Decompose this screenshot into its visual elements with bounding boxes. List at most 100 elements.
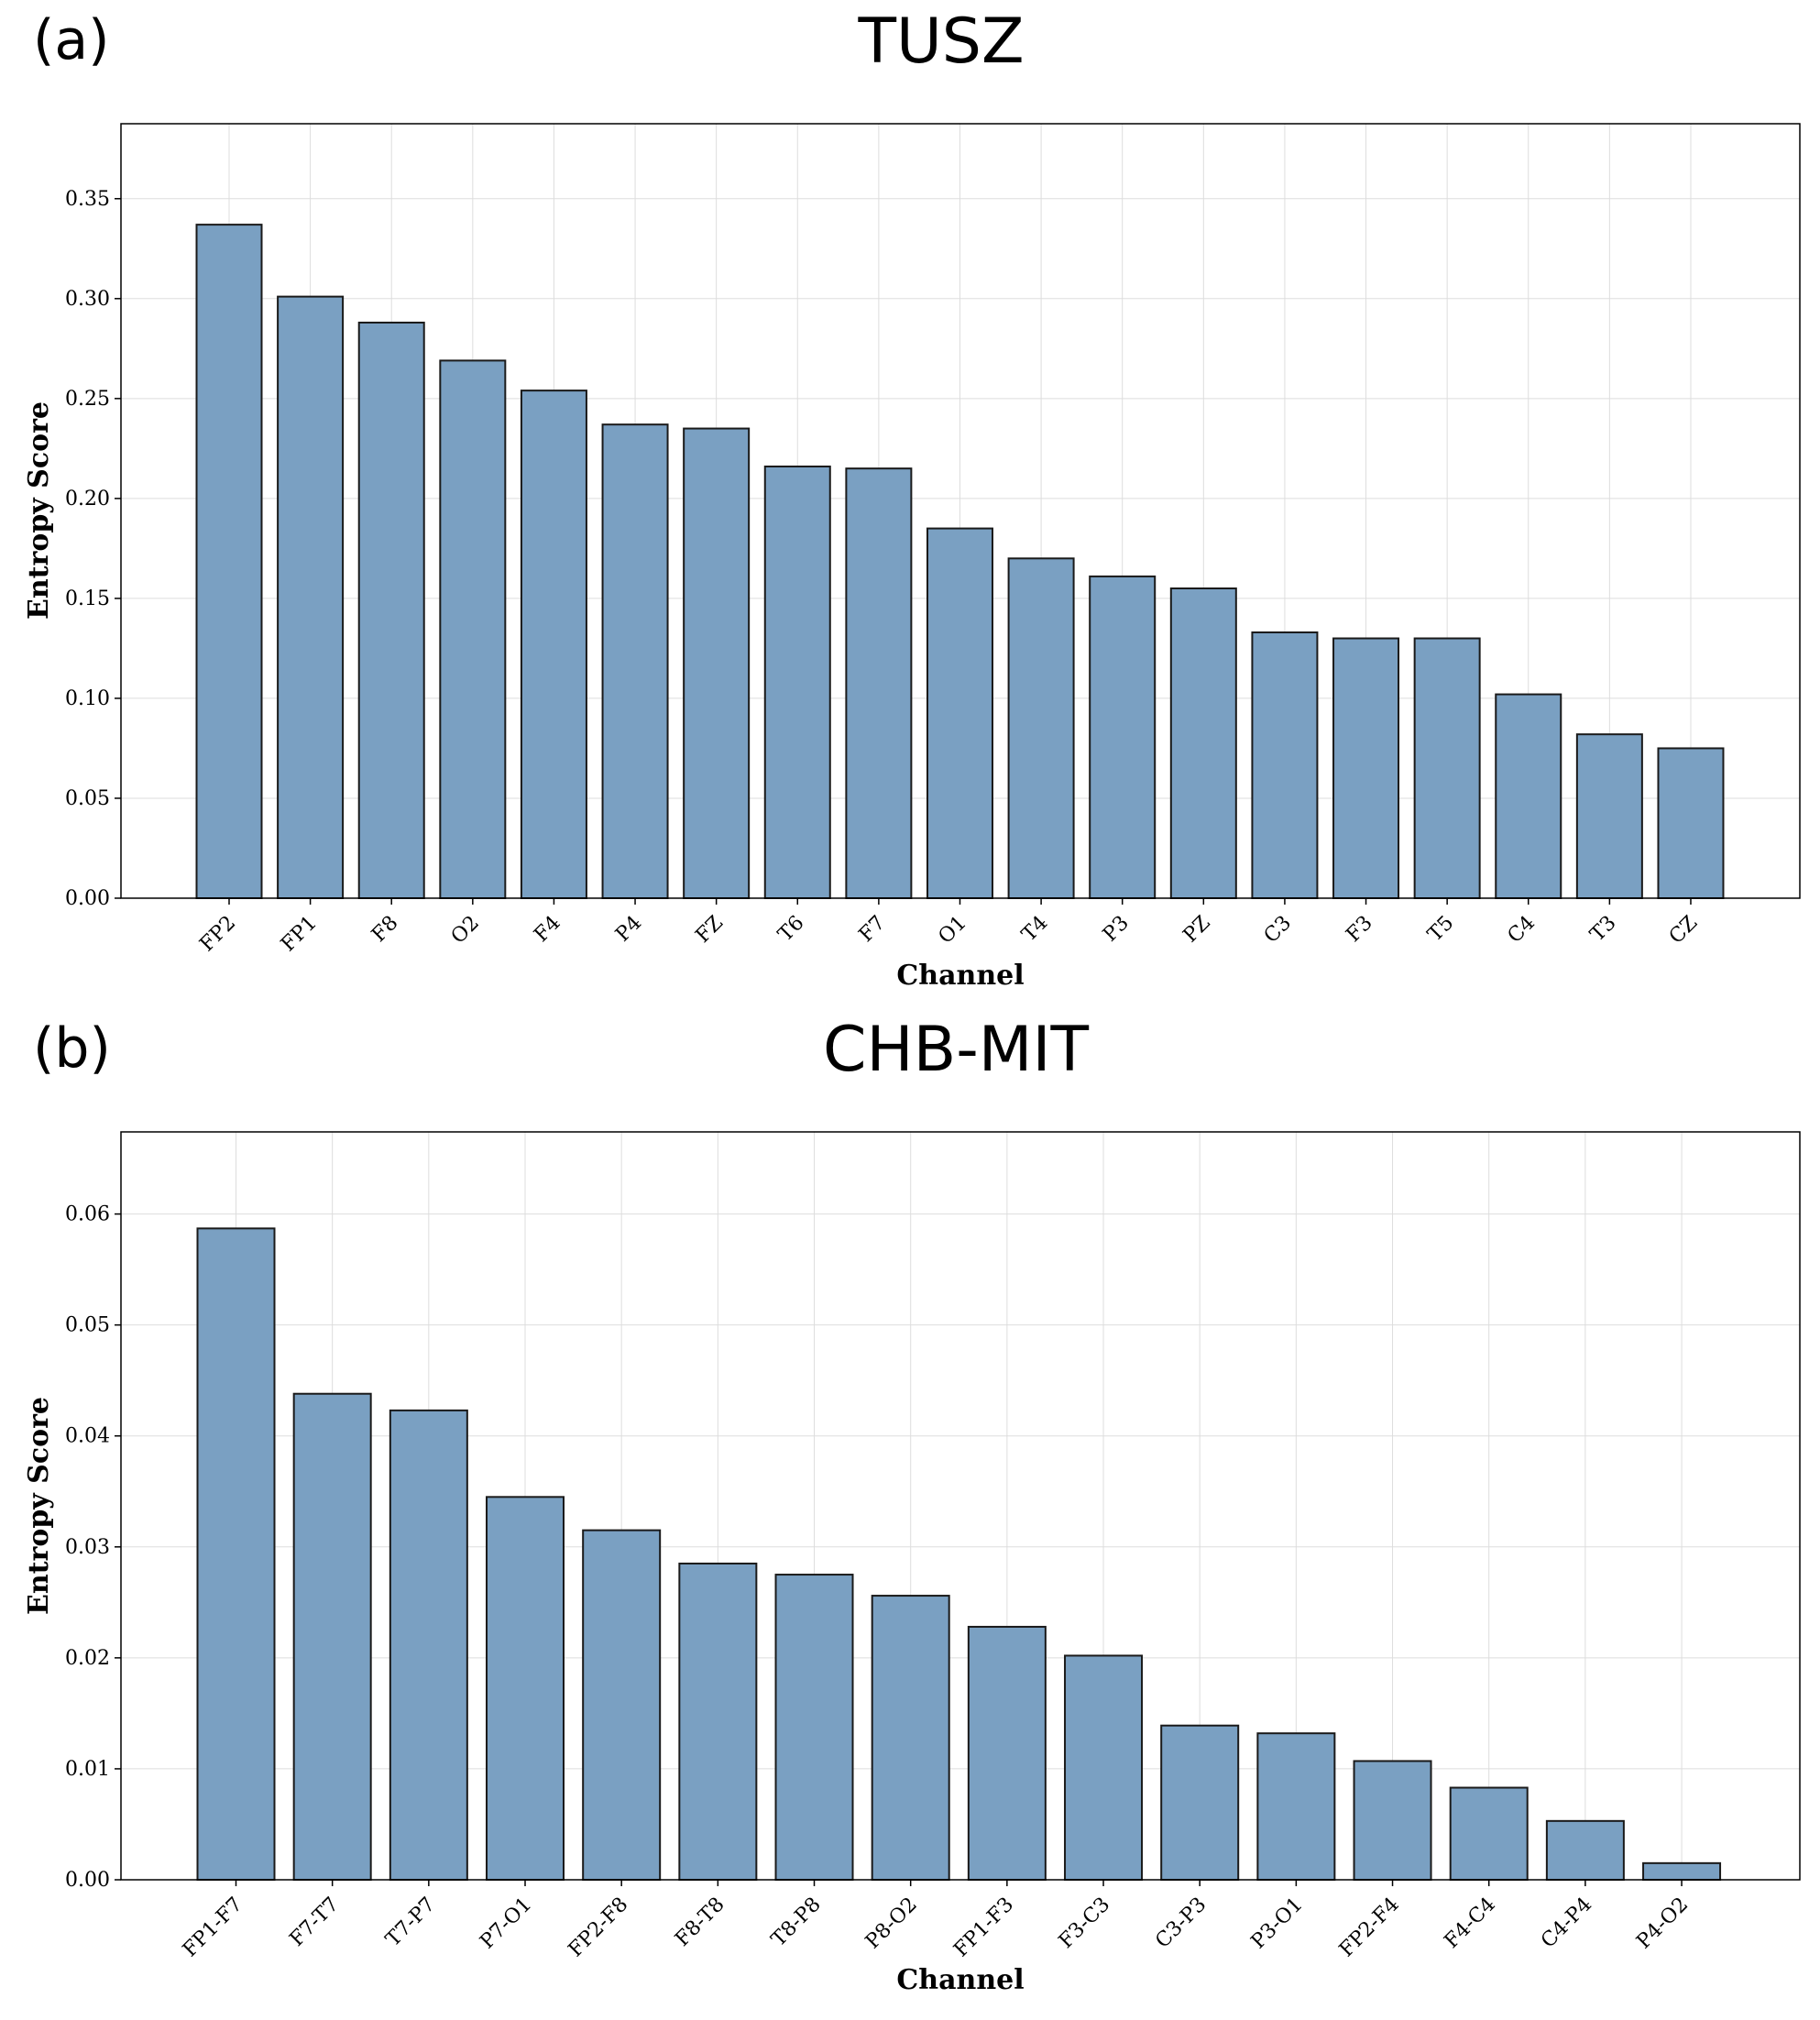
panel-b-x-tick-label: C4-P4 bbox=[1537, 1894, 1596, 1953]
panel-b-x-tick-label: T7-P7 bbox=[382, 1894, 441, 1952]
panel-b-bar-c4-p4 bbox=[1545, 1819, 1625, 1882]
panel-b-bar-f7-t7 bbox=[292, 1392, 372, 1881]
panel-a-bar-pz bbox=[1169, 587, 1237, 899]
panel-a-x-tick-label: F3 bbox=[1342, 912, 1376, 947]
panel-a-bars bbox=[195, 224, 1725, 900]
panel-a-bar-fp1 bbox=[277, 295, 345, 899]
panel-b-bar-f8-t8 bbox=[678, 1562, 758, 1881]
panel-b-y-tick-label: 0.03 bbox=[65, 1536, 110, 1559]
panel-b-bar-fp2-f8 bbox=[582, 1529, 662, 1881]
panel-a-bar-t5 bbox=[1413, 637, 1481, 899]
panel-b: (b) CHB-MIT 0.00 0.01 0.02 0.03 0.04 0.05 0.06… bbox=[23, 1014, 1801, 1996]
panel-b-x-tick-label: F4-C4 bbox=[1441, 1894, 1500, 1953]
panel-b-bar-t7-p7 bbox=[389, 1409, 468, 1882]
panel-b-bar-c3-p3 bbox=[1160, 1724, 1240, 1881]
panel-b-bar-fp1-f3 bbox=[967, 1625, 1047, 1881]
panel-a-label: (a) bbox=[33, 8, 110, 72]
panel-b-x-tick-label: F3-C3 bbox=[1055, 1894, 1114, 1953]
panel-b-bar-f3-c3 bbox=[1064, 1654, 1144, 1881]
panel-b-y-tick-label: 0.00 bbox=[65, 1869, 110, 1892]
panel-a-bar-p3 bbox=[1089, 575, 1157, 899]
panel-a-x-axis-label: Channel bbox=[896, 960, 1024, 992]
panel-a-x-tick-label: P3 bbox=[1099, 912, 1134, 947]
panel-a-x-tick-label: FP1 bbox=[277, 912, 322, 957]
panel-b-bar-fp1-f7 bbox=[196, 1227, 276, 1881]
panel-b-title: CHB-MIT bbox=[823, 1014, 1090, 1086]
panel-b-x-tick-label: F8-T8 bbox=[671, 1894, 729, 1951]
panel-b-x-tick-label: T8-P8 bbox=[767, 1894, 826, 1952]
panel-a-bar-c4 bbox=[1495, 693, 1562, 900]
panel-a-x-tick-label: F8 bbox=[367, 912, 402, 947]
panel-a-y-tick-label: 0.30 bbox=[65, 288, 110, 311]
panel-a-x-ticks: FP2 FP1 F8 O2 F4 P4 FZ T6 F7 O1 T4 P3 PZ C3 F3 T5 C4 T3 CZ bbox=[195, 898, 1702, 956]
panel-a-bar-fz bbox=[683, 427, 751, 899]
panel-a-x-tick-label: CZ bbox=[1665, 912, 1702, 949]
panel-a-title: TUSZ bbox=[857, 5, 1024, 78]
panel-b-x-axis-label: Channel bbox=[896, 1964, 1024, 1996]
panel-b-x-tick-label: FP2-F4 bbox=[1335, 1894, 1404, 1962]
panel-b-y-tick-label: 0.06 bbox=[65, 1203, 110, 1226]
panel-b-bar-t8-p8 bbox=[774, 1574, 854, 1881]
panel-b-x-tick-label: P3-O1 bbox=[1247, 1894, 1308, 1954]
panel-b-x-tick-label: FP1-F3 bbox=[949, 1894, 1018, 1962]
panel-b-bars bbox=[196, 1227, 1722, 1882]
panel-b-y-axis-label: Entropy Score bbox=[23, 1397, 55, 1615]
panel-a-y-tick-label: 0.05 bbox=[65, 787, 110, 810]
panel-b-bar-p7-o1 bbox=[486, 1496, 565, 1882]
panel-a-bar-t3 bbox=[1575, 733, 1643, 899]
panel-b-bar-p3-o1 bbox=[1256, 1732, 1336, 1882]
panel-b-x-tick-label: FP2-F8 bbox=[565, 1894, 633, 1962]
panel-b-plot-frame bbox=[120, 1131, 1801, 1881]
panel-a-bar-t6 bbox=[763, 465, 831, 899]
panel-a-y-tick-label: 0.35 bbox=[65, 188, 110, 211]
panel-b-y-tick-label: 0.01 bbox=[65, 1758, 110, 1781]
panel-b-x-tick-label: F7-T7 bbox=[286, 1894, 344, 1951]
panel-b-bar-p4-o2 bbox=[1642, 1861, 1722, 1881]
panel-b-x-tick-label: P7-O1 bbox=[476, 1894, 536, 1954]
panel-a-x-tick-label: PZ bbox=[1179, 912, 1215, 948]
panel-b-grid bbox=[121, 1132, 1800, 1881]
panel-a-x-tick-label: FZ bbox=[692, 912, 728, 948]
panel-b-label: (b) bbox=[33, 1016, 111, 1081]
panel-b-x-tick-label: P4-O2 bbox=[1632, 1894, 1693, 1954]
panel-b-y-tick-label: 0.02 bbox=[65, 1647, 110, 1670]
panel-b-x-tick-label: C3-P3 bbox=[1151, 1894, 1211, 1953]
panel-b-bar-f4-c4 bbox=[1449, 1786, 1529, 1881]
panel-a-x-tick-label: C3 bbox=[1260, 912, 1296, 948]
panel-a-x-tick-label: T4 bbox=[1017, 912, 1052, 947]
panel-a-x-tick-label: T6 bbox=[774, 912, 809, 947]
panel-a-bar-cz bbox=[1657, 747, 1725, 899]
panel-a-bar-f3 bbox=[1332, 637, 1400, 899]
panel-a-bar-c3 bbox=[1251, 631, 1319, 899]
panel-a-bar-fp2 bbox=[195, 224, 263, 900]
panel-b-x-ticks: FP1-F7 F7-T7 T7-P7 P7-O1 FP2-F8 F8-T8 T8-P8 P8-… bbox=[179, 1880, 1693, 1961]
panel-a-x-tick-label: C4 bbox=[1504, 912, 1540, 948]
panel-a-y-tick-label: 0.10 bbox=[65, 687, 110, 710]
panel-b-y-tick-label: 0.04 bbox=[65, 1425, 110, 1448]
panel-b-bar-fp2-f4 bbox=[1353, 1760, 1432, 1882]
panel-a-x-tick-label: O2 bbox=[447, 912, 484, 949]
panel-a: (a) TUSZ 0.00 0.05 0.10 0.15 0.20 0.25 0.30 0.3… bbox=[23, 5, 1801, 992]
panel-a-bar-f8 bbox=[357, 321, 425, 899]
panel-a-x-tick-label: O1 bbox=[934, 912, 970, 949]
panel-b-x-tick-label: P8-O2 bbox=[861, 1894, 922, 1954]
panel-a-y-ticks: 0.00 0.05 0.10 0.15 0.20 0.25 0.30 0.35 bbox=[65, 188, 121, 910]
panel-a-x-tick-label: T3 bbox=[1586, 912, 1621, 947]
panel-a-x-tick-label: F4 bbox=[530, 912, 565, 947]
panel-a-x-tick-label: T5 bbox=[1423, 912, 1458, 947]
panel-a-bar-f4 bbox=[520, 390, 587, 899]
panel-a-bar-f7 bbox=[845, 467, 913, 899]
panel-a-x-tick-label: FP2 bbox=[195, 912, 240, 957]
panel-b-x-tick-label: FP1-F7 bbox=[179, 1894, 247, 1962]
panel-b-y-tick-label: 0.05 bbox=[65, 1314, 110, 1337]
panel-a-y-tick-label: 0.25 bbox=[65, 388, 110, 411]
panel-a-bar-o1 bbox=[926, 527, 993, 899]
panel-a-bar-o2 bbox=[439, 359, 507, 900]
panel-a-bar-t4 bbox=[1007, 557, 1075, 900]
panel-a-y-tick-label: 0.20 bbox=[65, 488, 110, 510]
panel-a-y-tick-label: 0.00 bbox=[65, 887, 110, 910]
panel-b-y-ticks: 0.00 0.01 0.02 0.03 0.04 0.05 0.06 bbox=[65, 1203, 121, 1892]
panel-b-bar-p8-o2 bbox=[871, 1595, 950, 1882]
panel-a-y-tick-label: 0.15 bbox=[65, 587, 110, 610]
